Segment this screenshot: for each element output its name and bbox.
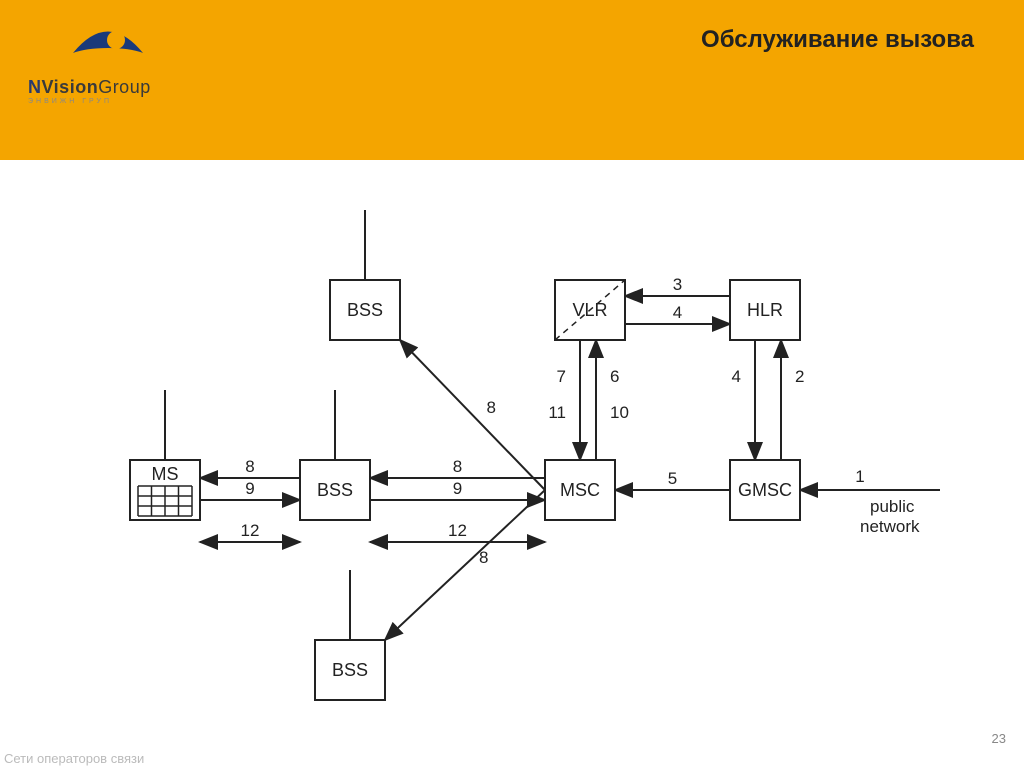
svg-text:7: 7 (557, 367, 566, 386)
svg-text:8: 8 (453, 457, 462, 476)
logo-vision: Vision (42, 77, 99, 97)
logo-eye-icon (68, 18, 148, 68)
svg-text:public: public (870, 497, 915, 516)
footer-text: Сети операторов связи (4, 751, 144, 766)
svg-text:network: network (860, 517, 920, 536)
svg-text:9: 9 (453, 479, 462, 498)
network-diagram: 8 9 12 8 9 12 5 3 4 7 11 6 10 4 2 8 8 1 publicnetwork MS BSS… (0, 170, 1024, 730)
svg-text:BSS: BSS (347, 300, 383, 320)
svg-text:8: 8 (487, 398, 496, 417)
svg-text:4: 4 (732, 367, 741, 386)
logo-group: Group (98, 77, 151, 97)
logo: NVisionGroup ЭНВИЖН ГРУП (28, 18, 198, 118)
svg-text:10: 10 (610, 403, 629, 422)
svg-text:HLR: HLR (747, 300, 783, 320)
svg-text:1: 1 (855, 467, 864, 486)
svg-text:9: 9 (245, 479, 254, 498)
svg-text:6: 6 (610, 367, 619, 386)
svg-text:12: 12 (241, 521, 260, 540)
svg-text:MS: MS (152, 464, 179, 484)
svg-text:5: 5 (668, 469, 677, 488)
slide-title: Обслуживание вызова (701, 26, 974, 54)
page-number: 23 (992, 731, 1006, 746)
svg-text:2: 2 (795, 367, 804, 386)
svg-text:GMSC: GMSC (738, 480, 792, 500)
logo-text: NVisionGroup (28, 77, 198, 98)
svg-text:3: 3 (673, 275, 682, 294)
svg-text:4: 4 (673, 303, 682, 322)
svg-text:11: 11 (548, 403, 566, 422)
svg-text:BSS: BSS (332, 660, 368, 680)
svg-text:8: 8 (479, 548, 488, 567)
svg-text:12: 12 (448, 521, 467, 540)
svg-text:8: 8 (245, 457, 254, 476)
logo-subtitle: ЭНВИЖН ГРУП (28, 98, 198, 105)
slide-header: NVisionGroup ЭНВИЖН ГРУП Обслуживание вы… (0, 0, 1024, 160)
svg-text:BSS: BSS (317, 480, 353, 500)
logo-n: N (28, 77, 42, 97)
svg-text:VLR: VLR (572, 300, 607, 320)
svg-text:MSC: MSC (560, 480, 600, 500)
